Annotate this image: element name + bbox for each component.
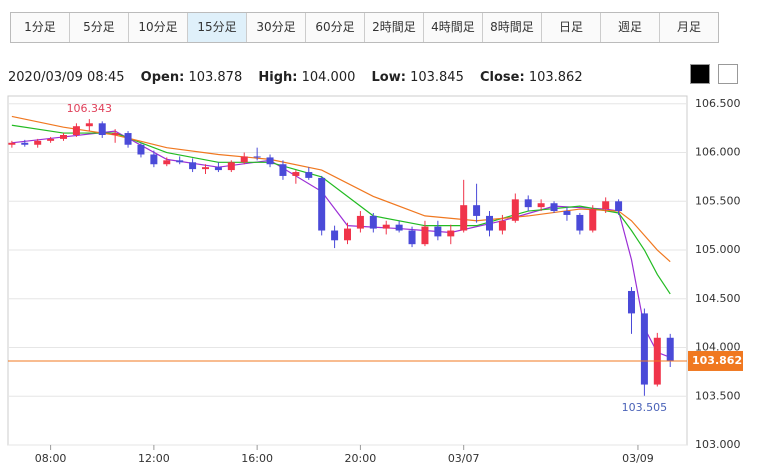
candle-body	[34, 140, 42, 145]
last-price-box	[688, 350, 743, 371]
timeframe-tabs: 1分足 5分足 10分足 15分足 30分足 60分足 2時間足 4時間足 8時間足 日足 週足 月足	[10, 12, 719, 43]
label: Low:	[371, 70, 406, 85]
tab[interactable]: 30分足	[247, 13, 306, 42]
candle-body	[550, 203, 558, 212]
tab[interactable]: 2時間足	[365, 13, 424, 42]
candle-body	[382, 224, 390, 229]
ohlc-info: 2020/03/09 08:45 Open: 103.878 High: 104…	[8, 70, 583, 85]
plot-area	[7, 95, 688, 446]
candle-body	[202, 167, 210, 170]
candle-body	[8, 142, 16, 145]
candle-body	[72, 126, 80, 135]
annotation: 103.505	[622, 401, 668, 414]
candle-body	[434, 226, 442, 237]
y-tick-label: 104.500	[695, 292, 741, 305]
tab[interactable]: 4時間足	[424, 13, 483, 42]
x-tick-label: 16:00	[241, 452, 273, 465]
theme-dark[interactable]	[690, 64, 710, 84]
candle-body	[563, 211, 571, 215]
candle-body	[279, 164, 287, 176]
candle-body	[602, 201, 610, 210]
x-tick-label: 03/07	[448, 452, 480, 465]
tab[interactable]: 1分足	[11, 13, 70, 42]
candle-body	[292, 172, 300, 176]
value: 104.000	[301, 70, 356, 85]
x-tick-label: 08:00	[35, 452, 67, 465]
candle-body	[266, 157, 274, 165]
candle-body	[589, 209, 597, 231]
candle-body	[344, 228, 351, 241]
candle-body	[124, 133, 132, 145]
y-tick-label: 103.000	[695, 438, 741, 451]
candle-body	[85, 123, 93, 127]
candle-body	[253, 156, 261, 158]
candle-body	[189, 162, 197, 170]
tab[interactable]: 15分足	[188, 13, 247, 42]
candle-body	[460, 205, 468, 231]
moving-average	[11, 115, 671, 263]
candle-body	[163, 160, 171, 165]
candle-body	[473, 205, 481, 216]
tab[interactable]: 8時間足	[483, 13, 542, 42]
tab[interactable]: 日足	[542, 13, 601, 42]
x-tick-label: 03/09	[622, 452, 654, 465]
candle-body	[485, 215, 493, 231]
candle-body	[227, 162, 235, 171]
candle-body	[21, 142, 29, 145]
candle-body	[627, 290, 635, 314]
candle-body	[524, 199, 532, 208]
tab[interactable]: 60分足	[306, 13, 365, 42]
datetime: 2020/03/09 08:45	[8, 70, 125, 85]
label: Close:	[480, 70, 525, 85]
y-tick-label: 105.500	[695, 194, 741, 207]
y-tick-label: 104.000	[695, 341, 741, 354]
candle-body	[331, 230, 339, 241]
tab[interactable]: 5分足	[70, 13, 129, 42]
candle-body	[511, 199, 519, 221]
candle-body	[498, 220, 506, 231]
value: 103.878	[188, 70, 243, 85]
y-tick-label: 105.000	[695, 243, 741, 256]
candle-body	[395, 224, 403, 231]
candle-body	[305, 172, 313, 178]
candle-body	[240, 156, 248, 163]
candle-body	[666, 337, 674, 361]
x-tick-label: 20:00	[345, 452, 377, 465]
value: 103.862	[528, 70, 583, 85]
y-tick-label: 106.500	[695, 97, 741, 110]
candle-body	[408, 230, 416, 245]
candle-body	[421, 226, 429, 245]
candle-body	[111, 133, 119, 135]
candle-body	[447, 230, 455, 237]
y-tick-label: 103.500	[695, 389, 741, 402]
y-tick-label: 106.000	[695, 146, 741, 159]
x-tick-label: 12:00	[138, 452, 170, 465]
value: 103.845	[410, 70, 464, 85]
tab[interactable]: 週足	[601, 13, 660, 42]
label: High:	[258, 70, 298, 85]
candle-body	[214, 167, 222, 171]
label: Open:	[140, 70, 185, 85]
candle-body	[318, 177, 326, 231]
candle-body	[60, 134, 68, 139]
candle-body	[537, 203, 545, 208]
candle-body	[98, 123, 106, 135]
candle-body	[369, 215, 377, 229]
candle-body	[356, 215, 364, 229]
candle-body	[176, 160, 184, 163]
candle-body	[576, 214, 584, 231]
candle-body	[150, 154, 158, 165]
tab[interactable]: 月足	[660, 13, 718, 42]
theme-light[interactable]	[718, 64, 738, 84]
candle-body	[47, 138, 55, 141]
candle-body	[615, 201, 623, 212]
candle-body	[640, 313, 648, 385]
tab[interactable]: 10分足	[129, 13, 188, 42]
candle-body	[137, 144, 145, 155]
last-price-label: 103.862	[692, 354, 742, 367]
annotation: 106.343	[67, 102, 113, 115]
